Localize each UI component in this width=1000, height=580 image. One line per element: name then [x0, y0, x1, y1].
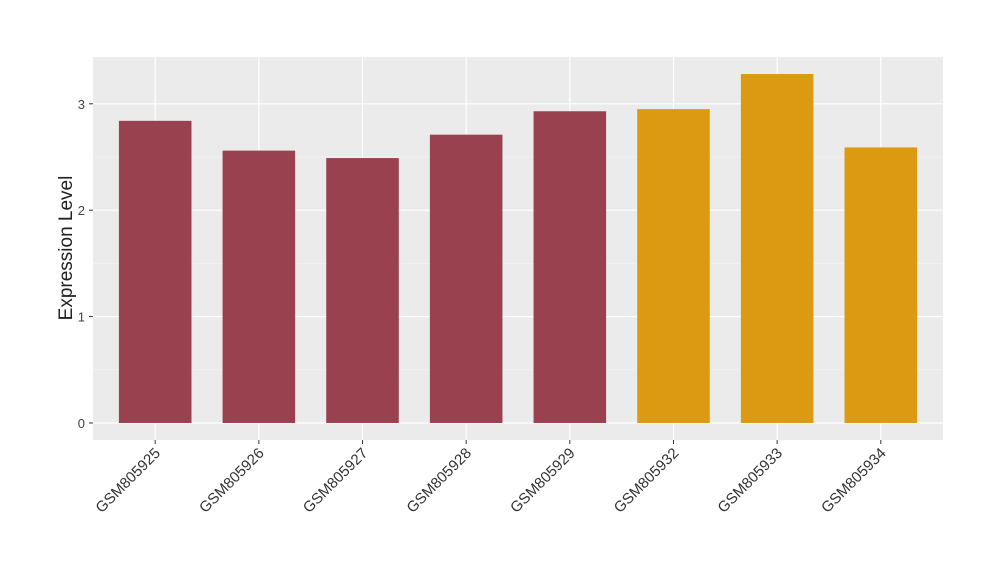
- x-tick-label: GSM805925: [92, 445, 164, 517]
- x-tick-label: GSM805934: [818, 445, 890, 517]
- bar: [326, 158, 399, 423]
- bar: [533, 111, 607, 423]
- x-tick-label: GSM805933: [714, 445, 786, 517]
- x-tick-label: GSM805926: [196, 445, 268, 517]
- y-tick-label: 2: [78, 203, 85, 218]
- y-tick-label: 3: [78, 97, 85, 112]
- x-tick-label: GSM805929: [507, 445, 579, 517]
- bar: [844, 147, 918, 423]
- y-tick-label: 1: [78, 310, 85, 325]
- x-tick-label: GSM805928: [403, 445, 475, 517]
- x-tick-label: GSM805932: [611, 445, 683, 517]
- bar: [637, 109, 710, 423]
- y-tick-label: 0: [78, 416, 85, 431]
- bar: [429, 134, 503, 423]
- y-axis-label: Expression Level: [56, 176, 77, 321]
- bar: [740, 74, 814, 423]
- panel: [93, 57, 943, 440]
- bar: [118, 120, 192, 423]
- bar: [222, 150, 296, 423]
- x-tick-label: GSM805927: [300, 445, 372, 517]
